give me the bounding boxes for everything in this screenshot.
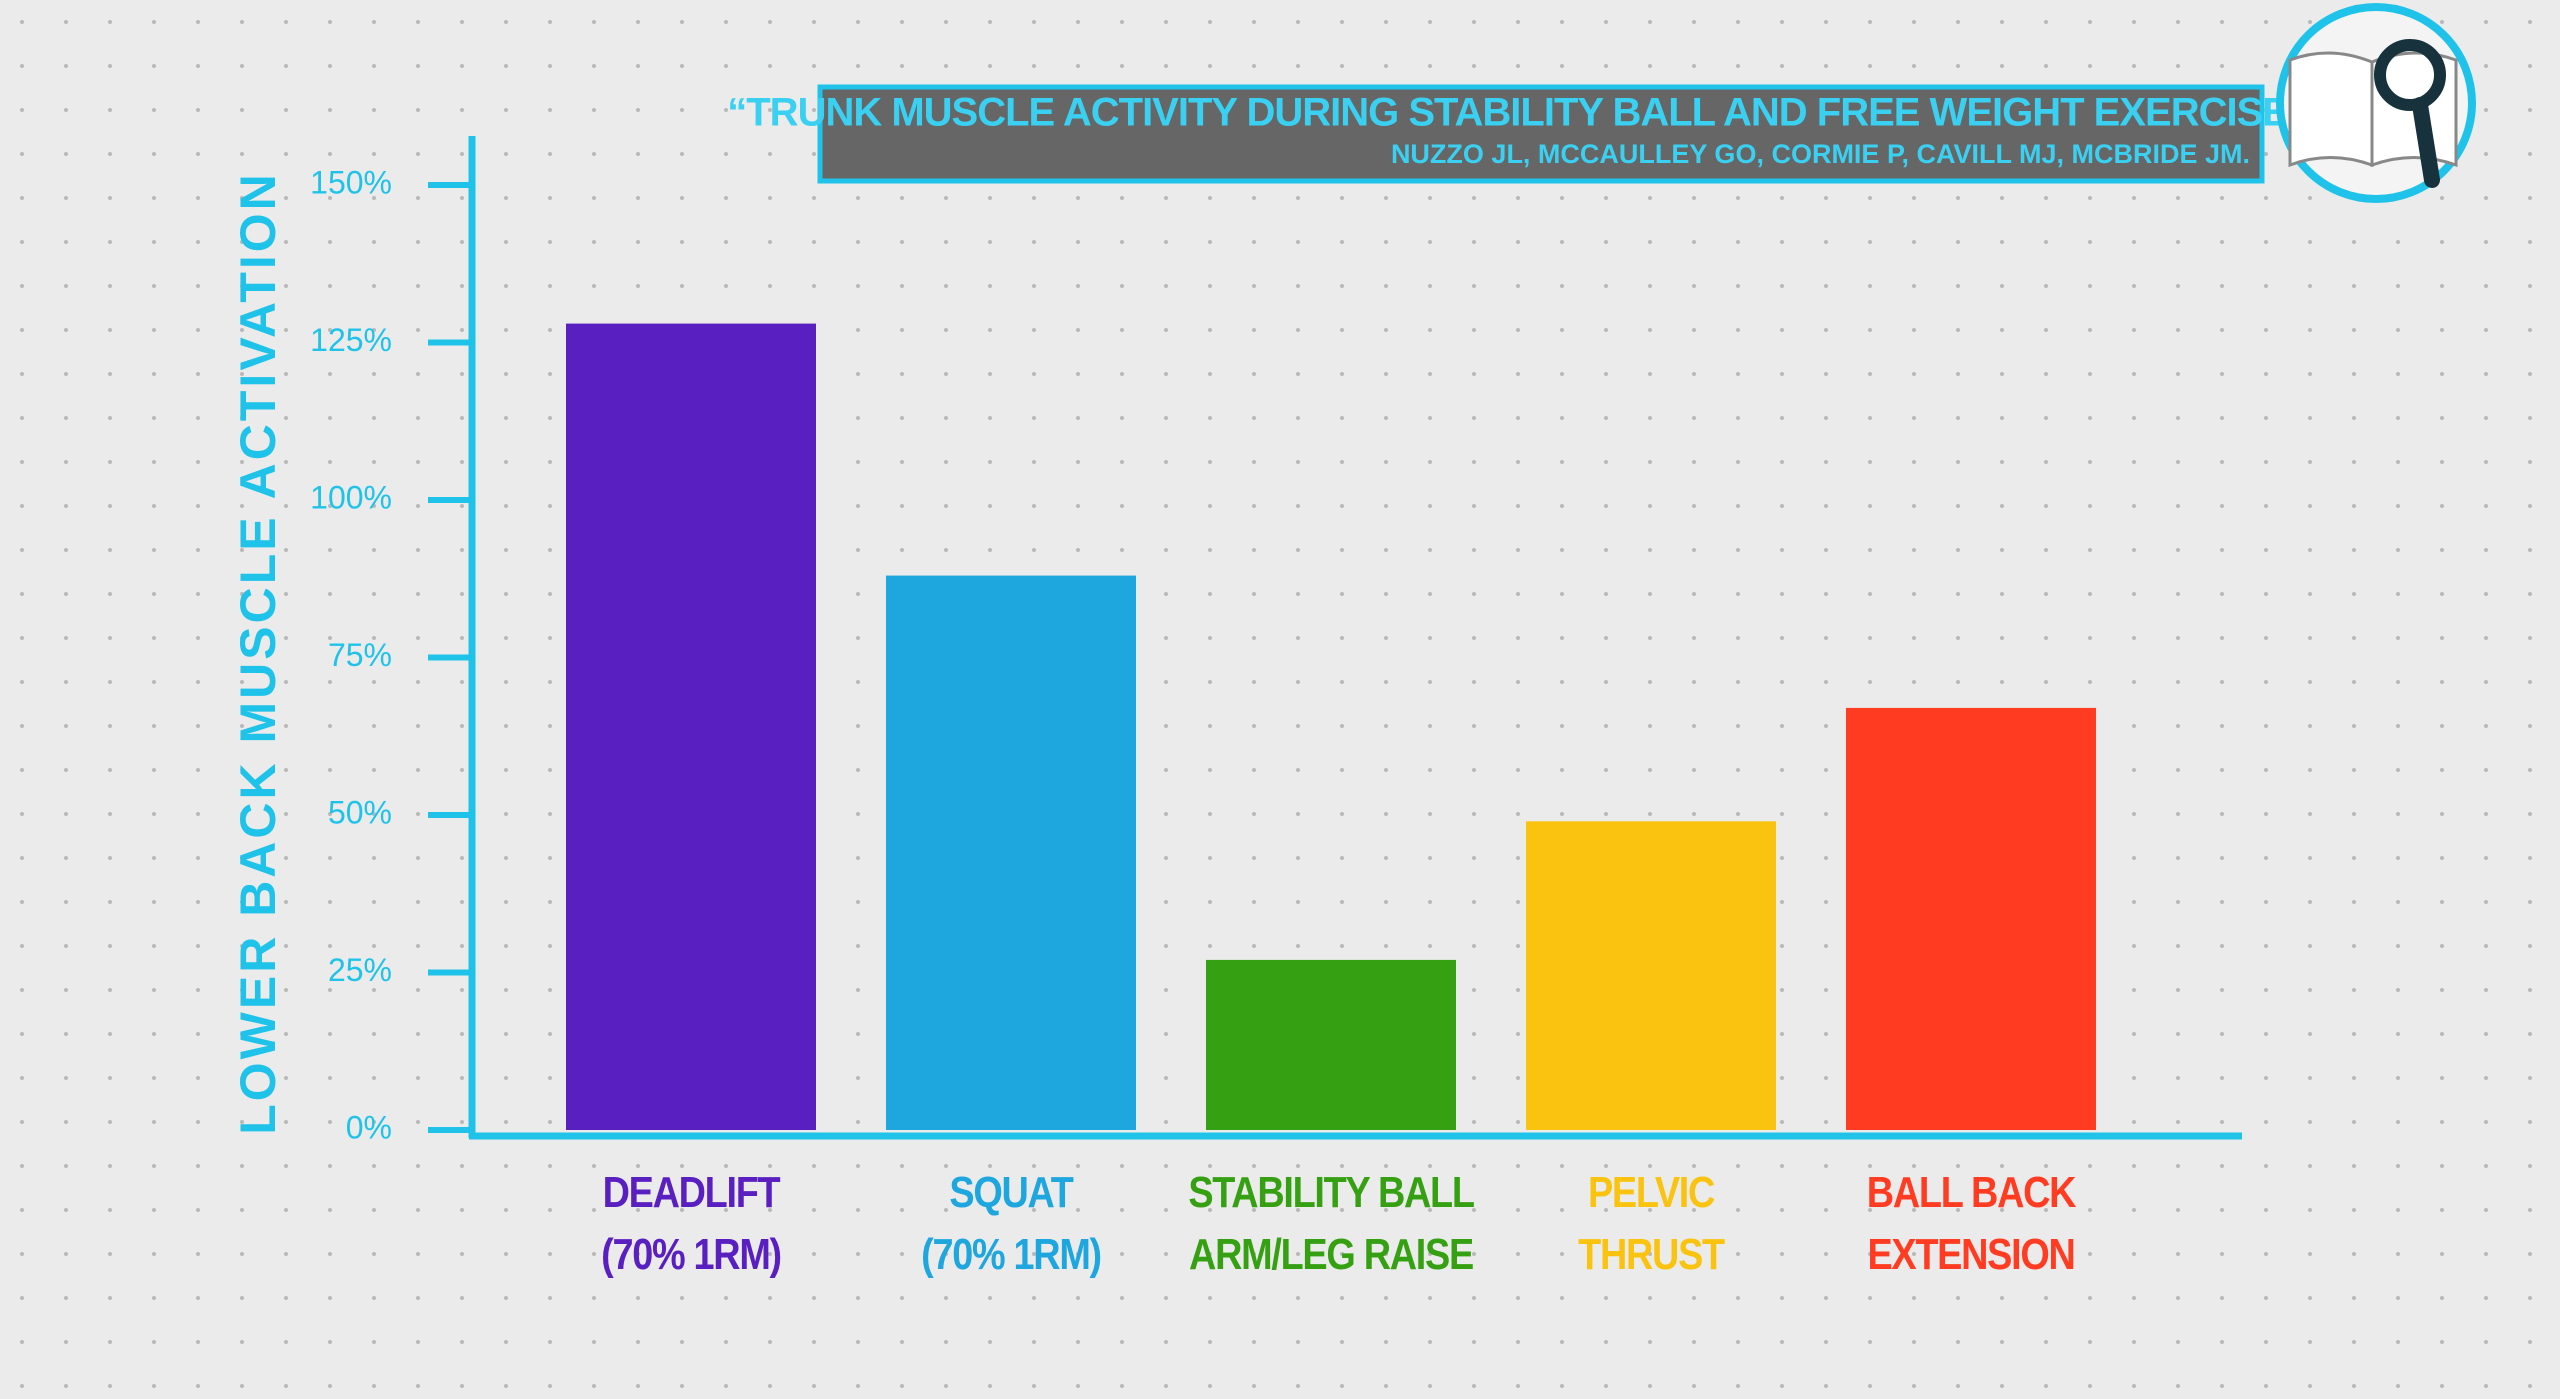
book-icon [2276, 3, 2476, 203]
x-tick-label: SQUAT (70% 1RM) [921, 1168, 1102, 1279]
y-tick-label: 125% [310, 322, 392, 358]
y-tick-label: 25% [328, 952, 392, 988]
x-tick-label: PELVIC THRUST [1578, 1168, 1725, 1279]
y-tick-label: 75% [328, 637, 392, 673]
bar [1526, 821, 1776, 1130]
y-tick-label: 100% [310, 479, 392, 515]
chart-subtitle: NUZZO JL, MCCAULLEY GO, CORMIE P, CAVILL… [1391, 139, 2250, 169]
y-tick-label: 50% [328, 794, 392, 830]
bar [886, 575, 1136, 1130]
citation-banner [817, 84, 2265, 184]
y-axis-label: LOWER BACK MUSCLE ACTIVATION [230, 171, 286, 1135]
bar [1846, 707, 2096, 1130]
y-tick-label: 0% [346, 1109, 392, 1145]
bar [566, 323, 816, 1131]
x-tick-label: STABILITY BALL ARM/LEG RAISE [1188, 1168, 1475, 1279]
bar [1206, 959, 1456, 1130]
y-tick-label: 150% [310, 164, 392, 200]
x-tick-label: BALL BACK EXTENSION [1866, 1168, 2077, 1279]
chart-title: “TRUNK MUSCLE ACTIVITY DURING STABILITY … [727, 91, 2342, 135]
x-tick-label: DEADLIFT (70% 1RM) [601, 1168, 782, 1279]
